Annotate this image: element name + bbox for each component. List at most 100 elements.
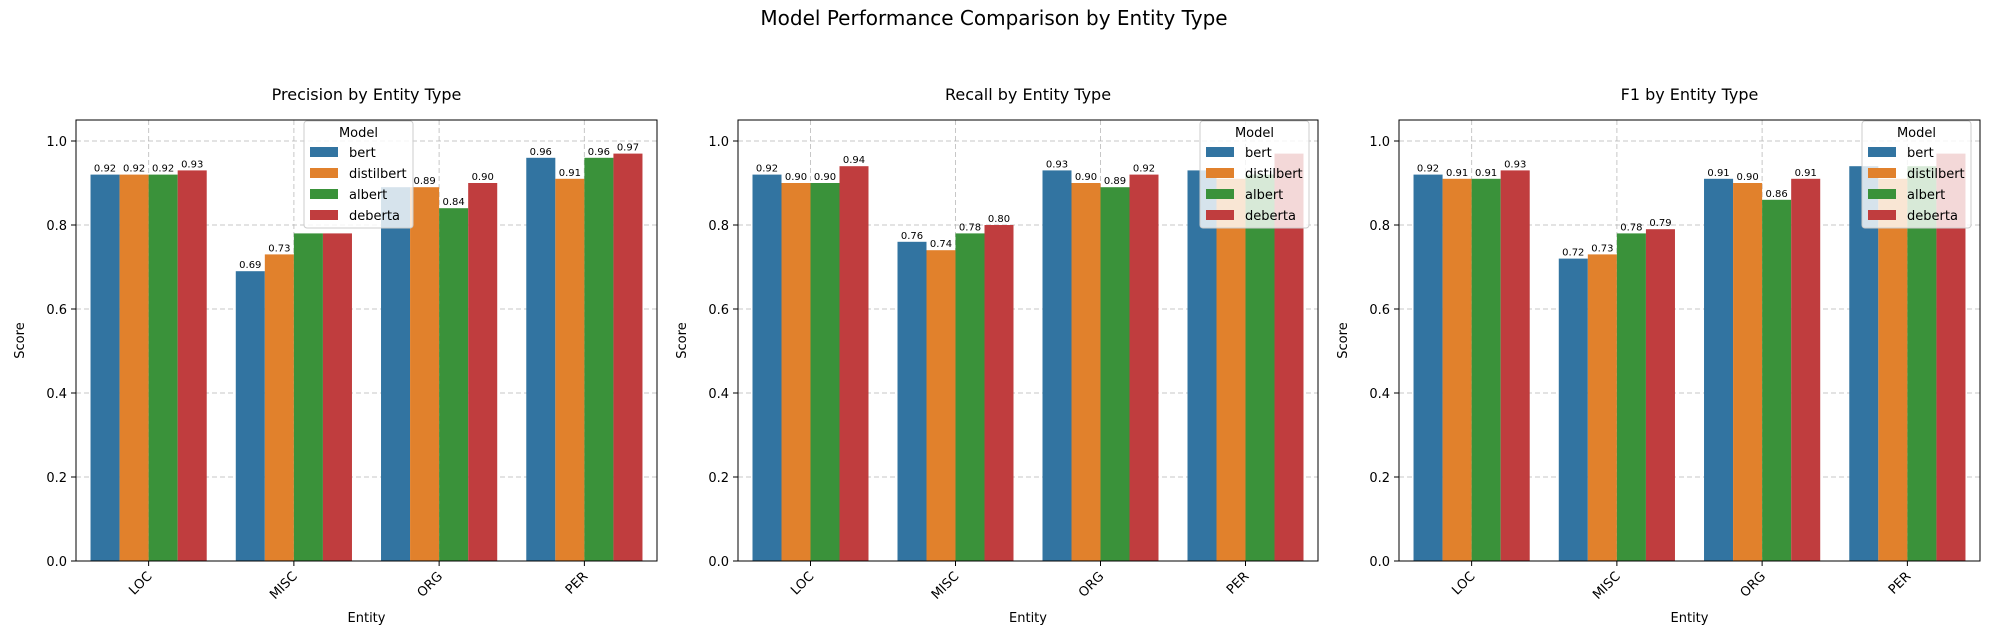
y-tick-label: 0.2 [46,471,67,486]
legend-label-deberta: deberta [349,209,400,224]
x-tick-label-per: PER [1886,569,1914,597]
bar-albert-loc [148,174,178,561]
panel-title: F1 by Entity Type [1621,85,1759,104]
bar-distilbert-org [410,187,440,561]
value-label-albert-loc: 0.92 [152,164,174,175]
panel-title: Precision by Entity Type [272,85,462,104]
value-label-deberta-loc: 0.93 [1504,159,1526,170]
value-label-distilbert-org: 0.90 [1075,172,1097,183]
legend-label-bert: bert [1245,146,1272,161]
value-label-deberta-org: 0.90 [472,172,494,183]
x-tick-label-loc: LOC [1449,569,1478,598]
y-axis-label: Score [13,322,28,358]
value-label-distilbert-loc: 0.91 [1446,168,1468,179]
legend-label-distilbert: distilbert [1245,167,1303,182]
value-label-albert-loc: 0.91 [1475,168,1497,179]
value-label-albert-org: 0.86 [1766,189,1788,200]
legend-swatch-distilbert [1868,168,1896,178]
value-label-distilbert-misc: 0.73 [268,243,290,254]
bar-albert-misc [1616,233,1646,561]
bar-distilbert-per [555,178,585,562]
bar-deberta-misc [984,225,1014,561]
x-tick-label-misc: MISC [267,569,301,603]
y-tick-label: 0.4 [46,387,67,402]
plot-frame [75,119,658,562]
value-label-albert-org: 0.84 [443,197,465,208]
bar-deberta-org [1791,178,1821,562]
bar-albert-per [1907,166,1937,561]
bar-deberta-misc [1645,229,1675,561]
panel-2: Recall by Entity Type 0.0 0.2 0.4 0.6 0.8 1.0 M… [675,85,1319,626]
legend-label-albert: albert [1245,188,1283,203]
x-tick-label-misc: MISC [1590,569,1624,603]
value-label-bert-per: 0.96 [530,147,552,158]
bar-bert-loc [752,174,782,561]
y-tick-label: 0.6 [708,303,729,318]
bar-bert-loc [90,174,120,561]
value-label-distilbert-misc: 0.73 [1591,243,1613,254]
legend-title: Model [1235,126,1274,141]
bar-albert-per [1245,174,1275,561]
x-tick-label-org: ORG [1076,569,1107,600]
bar-bert-per [1187,170,1217,561]
bar-distilbert-per [1878,178,1908,562]
value-label-bert-misc: 0.76 [901,231,923,242]
bar-albert-org [1762,199,1792,562]
value-label-albert-loc: 0.90 [814,172,836,183]
bar-deberta-per [613,153,643,561]
bar-albert-org [439,208,469,561]
value-label-deberta-org: 0.91 [1795,168,1817,179]
bar-deberta-loc [1500,170,1530,561]
value-label-distilbert-loc: 0.92 [123,164,145,175]
y-tick-label: 0.2 [1369,471,1390,486]
bar-bert-misc [235,271,265,561]
value-label-deberta-loc: 0.94 [843,155,865,166]
bar-distilbert-misc [264,254,294,561]
x-axis-label: Entity [348,611,386,626]
y-tick-label: 0.2 [708,471,729,486]
legend-title: Model [1897,126,1936,141]
bar-albert-loc [1471,178,1501,562]
value-label-bert-org: 0.93 [1046,159,1068,170]
legend-label-albert: albert [349,188,387,203]
value-label-bert-loc: 0.92 [756,164,778,175]
bar-bert-misc [897,241,927,562]
legend-label-bert: bert [1907,146,1934,161]
y-tick-label: 1.0 [46,135,67,150]
panel-3: F1 by Entity Type 0.0 0.2 0.4 0.6 0.8 1.0 Model… [1336,85,1981,626]
y-tick-label: 0.8 [708,219,729,234]
x-tick-label-org: ORG [415,569,446,600]
bar-albert-per [584,157,614,562]
bar-distilbert-loc [781,183,811,561]
plot-frame [737,119,1319,562]
value-label-distilbert-org: 0.89 [413,176,435,187]
bar-albert-org [1100,187,1130,561]
legend-swatch-bert [1868,147,1896,157]
x-tick-label-per: PER [563,569,591,597]
legend-label-distilbert: distilbert [1907,167,1965,182]
bar-deberta-loc [177,170,207,561]
plot-frame [1398,119,1981,562]
value-label-distilbert-per: 0.91 [559,168,581,179]
value-label-bert-misc: 0.69 [239,260,261,271]
value-label-albert-misc: 0.78 [959,222,981,233]
x-tick-label-misc: MISC [929,569,963,603]
legend-label-albert: albert [1907,188,1945,203]
value-label-bert-org: 0.91 [1707,168,1729,179]
value-label-distilbert-loc: 0.90 [785,172,807,183]
value-label-deberta-org: 0.92 [1133,164,1155,175]
value-label-distilbert-misc: 0.74 [930,239,952,250]
y-tick-label: 0.8 [46,219,67,234]
value-label-albert-org: 0.89 [1104,176,1126,187]
bar-deberta-misc [322,233,352,561]
bar-albert-misc [955,233,985,561]
panel-1: Precision by Entity Type 0.0 0.2 0.4 0.6 0.8 1… [13,85,658,626]
legend-title: Model [339,126,378,141]
y-tick-label: 0.8 [1369,219,1390,234]
y-axis-label: Score [1336,322,1351,358]
legend-swatch-bert [1206,147,1234,157]
legend-swatch-deberta [1206,210,1234,220]
legend-swatch-albert [310,189,338,199]
value-label-bert-misc: 0.72 [1562,248,1584,259]
